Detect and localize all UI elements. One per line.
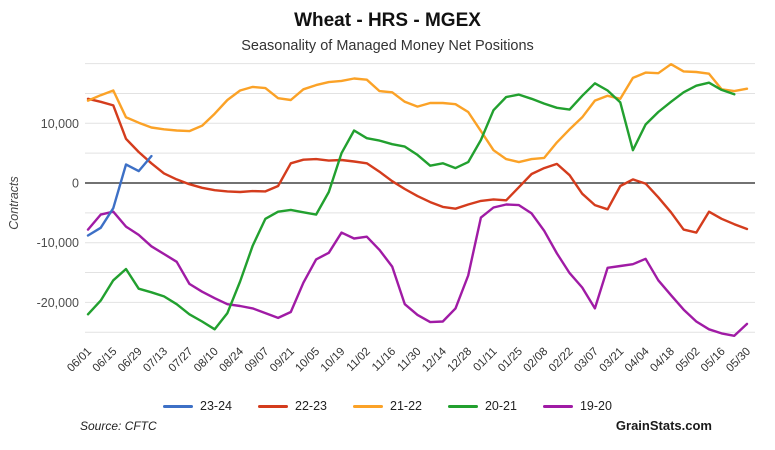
x-tick-label: 11/30 [395, 346, 423, 374]
x-tick-label: 02/22 [547, 346, 576, 375]
legend-item-23-24[interactable]: 23-24 [163, 399, 232, 413]
x-tick-label: 05/16 [699, 346, 728, 375]
chart-title: Wheat - HRS - MGEX [294, 10, 481, 31]
source-note: Source: CFTC [80, 419, 157, 433]
x-tick-label: 08/24 [217, 345, 246, 374]
chart-legend: 23-24 22-23 21-22 20-21 19-20 [0, 399, 775, 413]
legend-swatch [542, 404, 573, 408]
y-tick-label: 10,000 [41, 117, 79, 131]
legend-item-21-22[interactable]: 21-22 [353, 399, 422, 413]
x-tick-label: 11/02 [345, 346, 373, 374]
x-tick-label: 05/30 [724, 346, 753, 375]
legend-swatch [258, 404, 289, 408]
y-tick-label: -10,000 [37, 236, 79, 250]
x-tick-label: 02/08 [522, 346, 551, 375]
brand-watermark: GrainStats.com [615, 418, 712, 433]
x-tick-label: 05/02 [674, 346, 703, 375]
chart-subtitle: Seasonality of Managed Money Net Positio… [241, 38, 534, 54]
x-tick-label: 08/10 [192, 346, 221, 375]
x-tick-label: 07/13 [141, 346, 170, 375]
legend-swatch [353, 404, 383, 408]
x-tick-label: 03/07 [572, 346, 601, 375]
x-tick-label: 04/18 [648, 346, 677, 375]
legend-item-22-23[interactable]: 22-23 [258, 399, 327, 413]
x-tick-label: 06/15 [91, 346, 120, 375]
legend-swatch [447, 404, 478, 408]
series-line-21-22 [86, 62, 749, 164]
x-tick-label: 01/11 [471, 346, 499, 374]
x-tick-label: 06/01 [65, 346, 94, 375]
x-tick-label: 09/07 [243, 346, 272, 375]
x-tick-label: 10/19 [319, 346, 348, 375]
x-tick-label: 03/21 [598, 346, 627, 375]
legend-item-20-21[interactable]: 20-21 [447, 399, 517, 413]
x-tick-label: 04/04 [623, 345, 652, 374]
series-line-19-20 [86, 203, 749, 337]
x-tick-label: 12/28 [445, 346, 474, 375]
legend-item-19-20[interactable]: 19-20 [542, 399, 612, 413]
legend-swatch [163, 404, 194, 408]
legend-label: 22-23 [295, 399, 327, 413]
series-line-23-24 [86, 154, 153, 237]
legend-label: 23-24 [200, 399, 233, 413]
x-tick-label: 09/21 [268, 346, 297, 375]
legend-label: 20-21 [484, 399, 517, 413]
x-tick-label: 07/27 [167, 346, 196, 375]
x-tick-label: 01/25 [496, 346, 525, 375]
x-tick-label: 06/29 [116, 346, 145, 375]
legend-label: 21-22 [390, 399, 422, 413]
y-tick-label: -20,000 [37, 296, 79, 310]
x-tick-label: 10/05 [293, 346, 322, 375]
x-tick-label: 11/16 [370, 346, 398, 374]
legend-label: 19-20 [579, 399, 612, 413]
y-tick-label: 0 [72, 177, 79, 191]
x-tick-label: 12/14 [420, 345, 449, 374]
series-line-20-21 [86, 81, 736, 331]
series-line-22-23 [86, 97, 749, 234]
